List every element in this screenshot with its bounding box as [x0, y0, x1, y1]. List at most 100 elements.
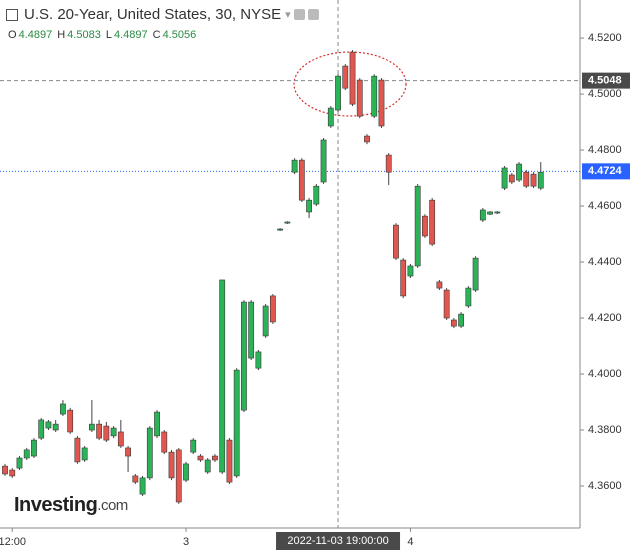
candle-body — [414, 185, 421, 267]
candle-body — [88, 423, 95, 431]
y-tick-label: 4.3600 — [588, 480, 622, 492]
candle-body — [487, 211, 493, 215]
crosshair-time-label: 2022-11-03 19:00:00 — [287, 535, 388, 547]
candle-body — [190, 439, 197, 453]
crosshair-time-box — [276, 532, 401, 550]
candle-body — [117, 431, 124, 447]
candle-body — [2, 465, 8, 475]
candle-body — [175, 449, 182, 503]
y-tick-label: 4.4800 — [588, 144, 622, 156]
candle-body — [443, 289, 450, 319]
candle-body — [465, 287, 472, 307]
visibility-icon[interactable] — [293, 9, 305, 20]
candle-body — [132, 475, 139, 483]
candle-body — [204, 459, 211, 473]
candle-body — [537, 171, 544, 189]
header: U.S. 20-Year, United States, 30, NYSE ▾ … — [6, 6, 319, 41]
candle-body — [139, 477, 146, 495]
watermark-suffix: .com — [97, 497, 128, 514]
legend-value: 4.4897 — [18, 29, 53, 41]
candle-body — [501, 167, 508, 189]
candle-body — [385, 154, 392, 173]
legend-value: 4.5083 — [67, 29, 101, 41]
highlight-ellipse — [293, 51, 407, 117]
candle-body — [313, 185, 320, 205]
candle-body — [479, 209, 486, 221]
candle-body — [269, 295, 276, 323]
candle-body — [298, 159, 305, 201]
candle-body — [161, 431, 168, 453]
candle-body — [233, 369, 240, 477]
candle-body — [516, 163, 522, 181]
watermark: Investing.com — [14, 494, 128, 516]
settings-icon[interactable] — [307, 9, 319, 20]
last-price-box — [582, 163, 630, 180]
candle-body — [219, 279, 226, 473]
y-tick-label: 4.4600 — [588, 200, 622, 212]
y-tick-label: 4.5200 — [588, 32, 622, 44]
candle-body — [364, 135, 370, 143]
candle-body — [52, 423, 59, 431]
candle-body — [255, 351, 262, 369]
candle-body — [74, 437, 81, 463]
candle-body — [472, 257, 479, 291]
legend-label: L — [105, 29, 112, 41]
candle-body — [429, 199, 436, 245]
candle-body — [146, 427, 153, 479]
ohlc-legend: O 4.4897 H 4.5083 L 4.4897 C 4.5056 — [8, 29, 319, 41]
candle-body — [125, 447, 131, 457]
candle-body — [16, 457, 23, 469]
candle-body — [183, 463, 189, 481]
candle-body — [45, 421, 52, 429]
chart-title: U.S. 20-Year, United States, 30, NYSE — [24, 6, 282, 23]
last-price-label: 4.4724 — [588, 165, 623, 177]
crosshair-price-box — [582, 72, 630, 89]
legend-label: H — [57, 29, 66, 41]
candle-body — [530, 173, 537, 187]
candle-body — [262, 305, 269, 337]
candle-body — [356, 79, 363, 117]
candle-body — [9, 469, 16, 477]
candle-body — [450, 319, 457, 327]
candle-body — [67, 409, 74, 433]
y-tick-label: 4.3800 — [588, 424, 622, 436]
candle-body — [103, 425, 110, 441]
legend-value: 4.4897 — [113, 29, 148, 41]
candle-body — [277, 228, 284, 231]
candle-body — [494, 211, 501, 214]
candle-body — [197, 455, 204, 461]
crosshair-price-label: 4.5048 — [588, 75, 622, 87]
candle-body — [335, 75, 341, 111]
candle-body — [458, 313, 465, 327]
watermark-brand: Investing — [14, 494, 97, 516]
candle-body — [393, 224, 399, 259]
candle-body — [81, 447, 88, 461]
y-tick-label: 4.4000 — [588, 368, 622, 380]
candle-body — [327, 107, 334, 127]
candle-body — [378, 79, 385, 127]
candle-body — [154, 411, 160, 437]
x-tick-label: 3 — [183, 536, 189, 548]
candle-body — [96, 423, 103, 439]
y-tick-label: 4.4400 — [588, 256, 622, 268]
candle-body — [349, 51, 356, 105]
candle-body — [523, 171, 530, 187]
collapse-icon[interactable] — [6, 8, 18, 21]
candle-body — [320, 139, 327, 183]
candle-body — [168, 451, 175, 479]
candle-body — [306, 199, 312, 213]
dropdown-arrow[interactable]: ▾ — [285, 9, 291, 21]
candle-body — [31, 439, 37, 457]
candle-body — [422, 215, 428, 237]
candle-body — [241, 301, 247, 411]
candle-body — [508, 174, 515, 183]
candle-body — [291, 159, 298, 173]
candle-body — [400, 259, 407, 297]
candle-body — [436, 281, 443, 289]
candle-body — [407, 265, 414, 277]
candle-body — [342, 65, 349, 89]
y-tick-label: 4.5000 — [588, 88, 622, 100]
candle-body — [212, 455, 218, 461]
candle-body — [60, 403, 66, 415]
